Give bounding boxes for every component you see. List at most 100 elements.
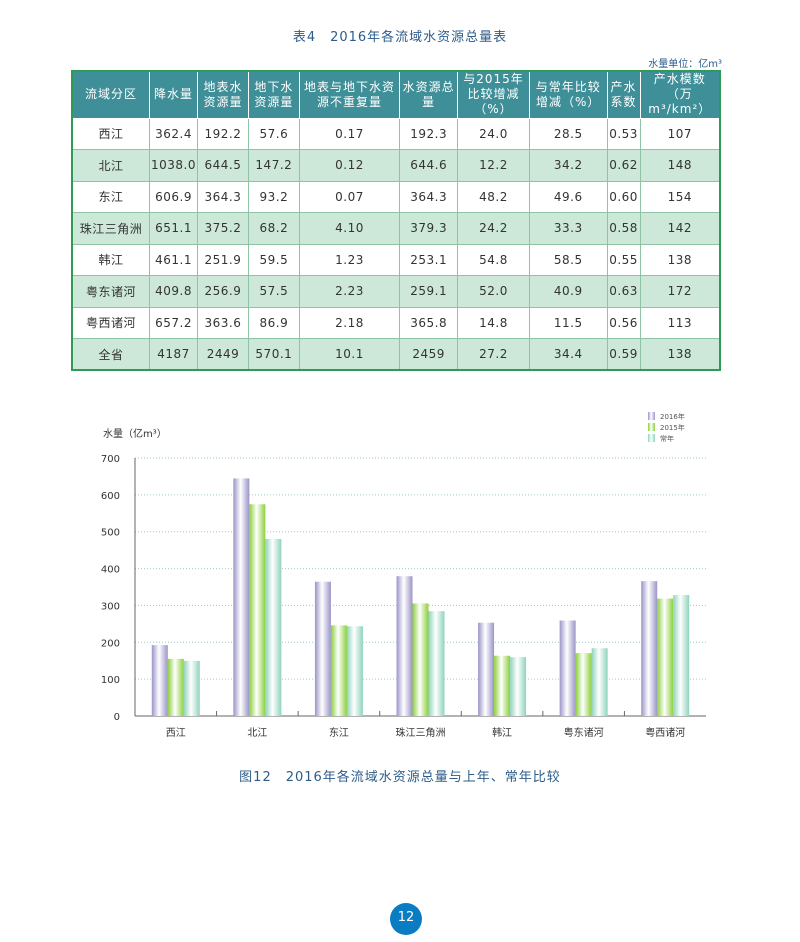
table-cell: 409.8 (149, 275, 199, 308)
table-cell: 12.2 (457, 149, 530, 182)
x-tick-label: 东江 (329, 726, 349, 739)
table-cell: 西江 (71, 117, 151, 150)
table-cell: 4.10 (298, 212, 401, 245)
table-cell: 52.0 (457, 275, 530, 308)
table-row: 全省 4187 2449 570.1 10.1 2459 27.2 34.4 0.59 138 (71, 338, 721, 371)
table-cell: 58.5 (528, 243, 608, 276)
table-row: 珠江三角洲 651.1 375.2 68.2 4.10 379.3 24.2 33.3 0.58… (71, 212, 721, 245)
table-row: 粤西诸河 657.2 363.6 86.9 2.18 365.8 14.8 11.5 0.56 1… (71, 306, 721, 339)
y-tick-label: 700 (101, 454, 120, 465)
table-cell: 珠江三角洲 (71, 212, 151, 245)
x-tick-label: 西江 (166, 727, 186, 739)
table-cell: 147.2 (247, 149, 300, 182)
table-cell: 363.6 (197, 306, 249, 339)
y-tick-label: 400 (101, 565, 120, 576)
bar-2015年 (494, 655, 511, 716)
table-cell: 2449 (197, 338, 249, 371)
bar-2015年 (575, 653, 592, 716)
table-cell: 27.2 (457, 338, 530, 371)
table-cell: 256.9 (197, 275, 249, 308)
table-cell: 68.2 (247, 212, 300, 245)
table-cell: 24.0 (457, 117, 530, 150)
column-header: 产水模数（万m³/km²） (639, 70, 721, 119)
table-cell: 251.9 (197, 243, 249, 276)
table-cell: 93.2 (247, 180, 300, 213)
x-tick-label: 珠江三角洲 (396, 726, 446, 739)
bar-常年 (510, 657, 527, 716)
y-tick-label: 200 (101, 638, 120, 649)
table-cell: 1.23 (298, 243, 401, 276)
bar-2016年 (233, 478, 250, 716)
y-tick-label: 300 (101, 601, 120, 612)
table-cell: 362.4 (149, 117, 199, 150)
table-cell: 148 (639, 149, 721, 182)
table-cell: 14.8 (457, 306, 530, 339)
bar-2015年 (249, 504, 266, 716)
y-tick-label: 500 (101, 528, 120, 539)
x-tick-label: 粤东诸河 (564, 726, 604, 739)
y-tick-label: 100 (101, 675, 120, 686)
legend-label: 常年 (660, 434, 674, 443)
table-cell: 2.23 (298, 275, 401, 308)
table-cell: 138 (639, 243, 721, 276)
column-header: 与常年比较增减（%） (528, 70, 608, 119)
x-tick-label: 粤西诸河 (645, 726, 685, 739)
column-header: 水资源总量 (399, 70, 459, 119)
table-cell: 259.1 (399, 275, 459, 308)
table-cell: 0.56 (606, 306, 641, 339)
table-cell: 644.5 (197, 149, 249, 182)
table-cell: 34.4 (528, 338, 608, 371)
table-unit: 水量单位：亿m³ (648, 59, 722, 70)
bar-2016年 (478, 622, 495, 716)
table-cell: 172 (639, 275, 721, 308)
bar-2016年 (396, 576, 413, 716)
bar-常年 (346, 626, 363, 716)
table-cell: 644.6 (399, 149, 459, 182)
table-cell: 北江 (71, 149, 151, 182)
bar-常年 (591, 648, 608, 716)
table-cell: 0.58 (606, 212, 641, 245)
table-cell: 107 (639, 117, 721, 150)
table-cell: 0.60 (606, 180, 641, 213)
table-cell: 34.2 (528, 149, 608, 182)
table-cell: 364.3 (399, 180, 459, 213)
bar-常年 (428, 611, 445, 716)
column-header: 地下水资源量 (247, 70, 300, 119)
legend-swatch (648, 412, 655, 420)
table-cell: 0.12 (298, 149, 401, 182)
table-cell: 粤东诸河 (71, 275, 151, 308)
column-header: 产水系数 (606, 70, 641, 119)
table-cell: 570.1 (247, 338, 300, 371)
table-cell: 0.63 (606, 275, 641, 308)
table-cell: 粤西诸河 (71, 306, 151, 339)
table-cell: 379.3 (399, 212, 459, 245)
table-cell: 365.8 (399, 306, 459, 339)
bar-常年 (183, 660, 200, 716)
table-cell: 364.3 (197, 180, 249, 213)
table-cell: 33.3 (528, 212, 608, 245)
y-tick-label: 600 (101, 491, 120, 502)
table-cell: 375.2 (197, 212, 249, 245)
table-cell: 0.59 (606, 338, 641, 371)
table-cell: 253.1 (399, 243, 459, 276)
table-row: 西江 362.4 192.2 57.6 0.17 192.3 24.0 28.5 0.53 107 (71, 117, 721, 150)
table-cell: 59.5 (247, 243, 300, 276)
column-header: 地表水资源量 (197, 70, 249, 119)
page-number: 12 (390, 903, 422, 935)
table-cell: 86.9 (247, 306, 300, 339)
table-title: 表4 2016年各流域水资源总量表 (292, 30, 508, 45)
bar-2015年 (330, 625, 347, 716)
bar-chart: 0 100 200 300 400 500 600 700 西江 北江 东江 珠江三角洲 韩江 粤东诸河 粤… (101, 412, 706, 739)
table-cell: 2459 (399, 338, 459, 371)
table-cell: 0.62 (606, 149, 641, 182)
table-cell: 1038.0 (149, 149, 199, 182)
bar-2015年 (412, 603, 429, 716)
table-row: 北江 1038.0 644.5 147.2 0.12 644.6 12.2 34.2 0.62 1… (71, 149, 721, 182)
table-cell: 韩江 (71, 243, 151, 276)
bar-2016年 (559, 620, 576, 716)
bar-2015年 (657, 598, 674, 716)
table-cell: 4187 (149, 338, 199, 371)
water-resources-table: 流域分区 降水量 地表水资源量 地下水资源量 地表与地下水资源不重复量 水资源总量 与201… (71, 70, 721, 371)
table-cell: 东江 (71, 180, 151, 213)
table-cell: 40.9 (528, 275, 608, 308)
